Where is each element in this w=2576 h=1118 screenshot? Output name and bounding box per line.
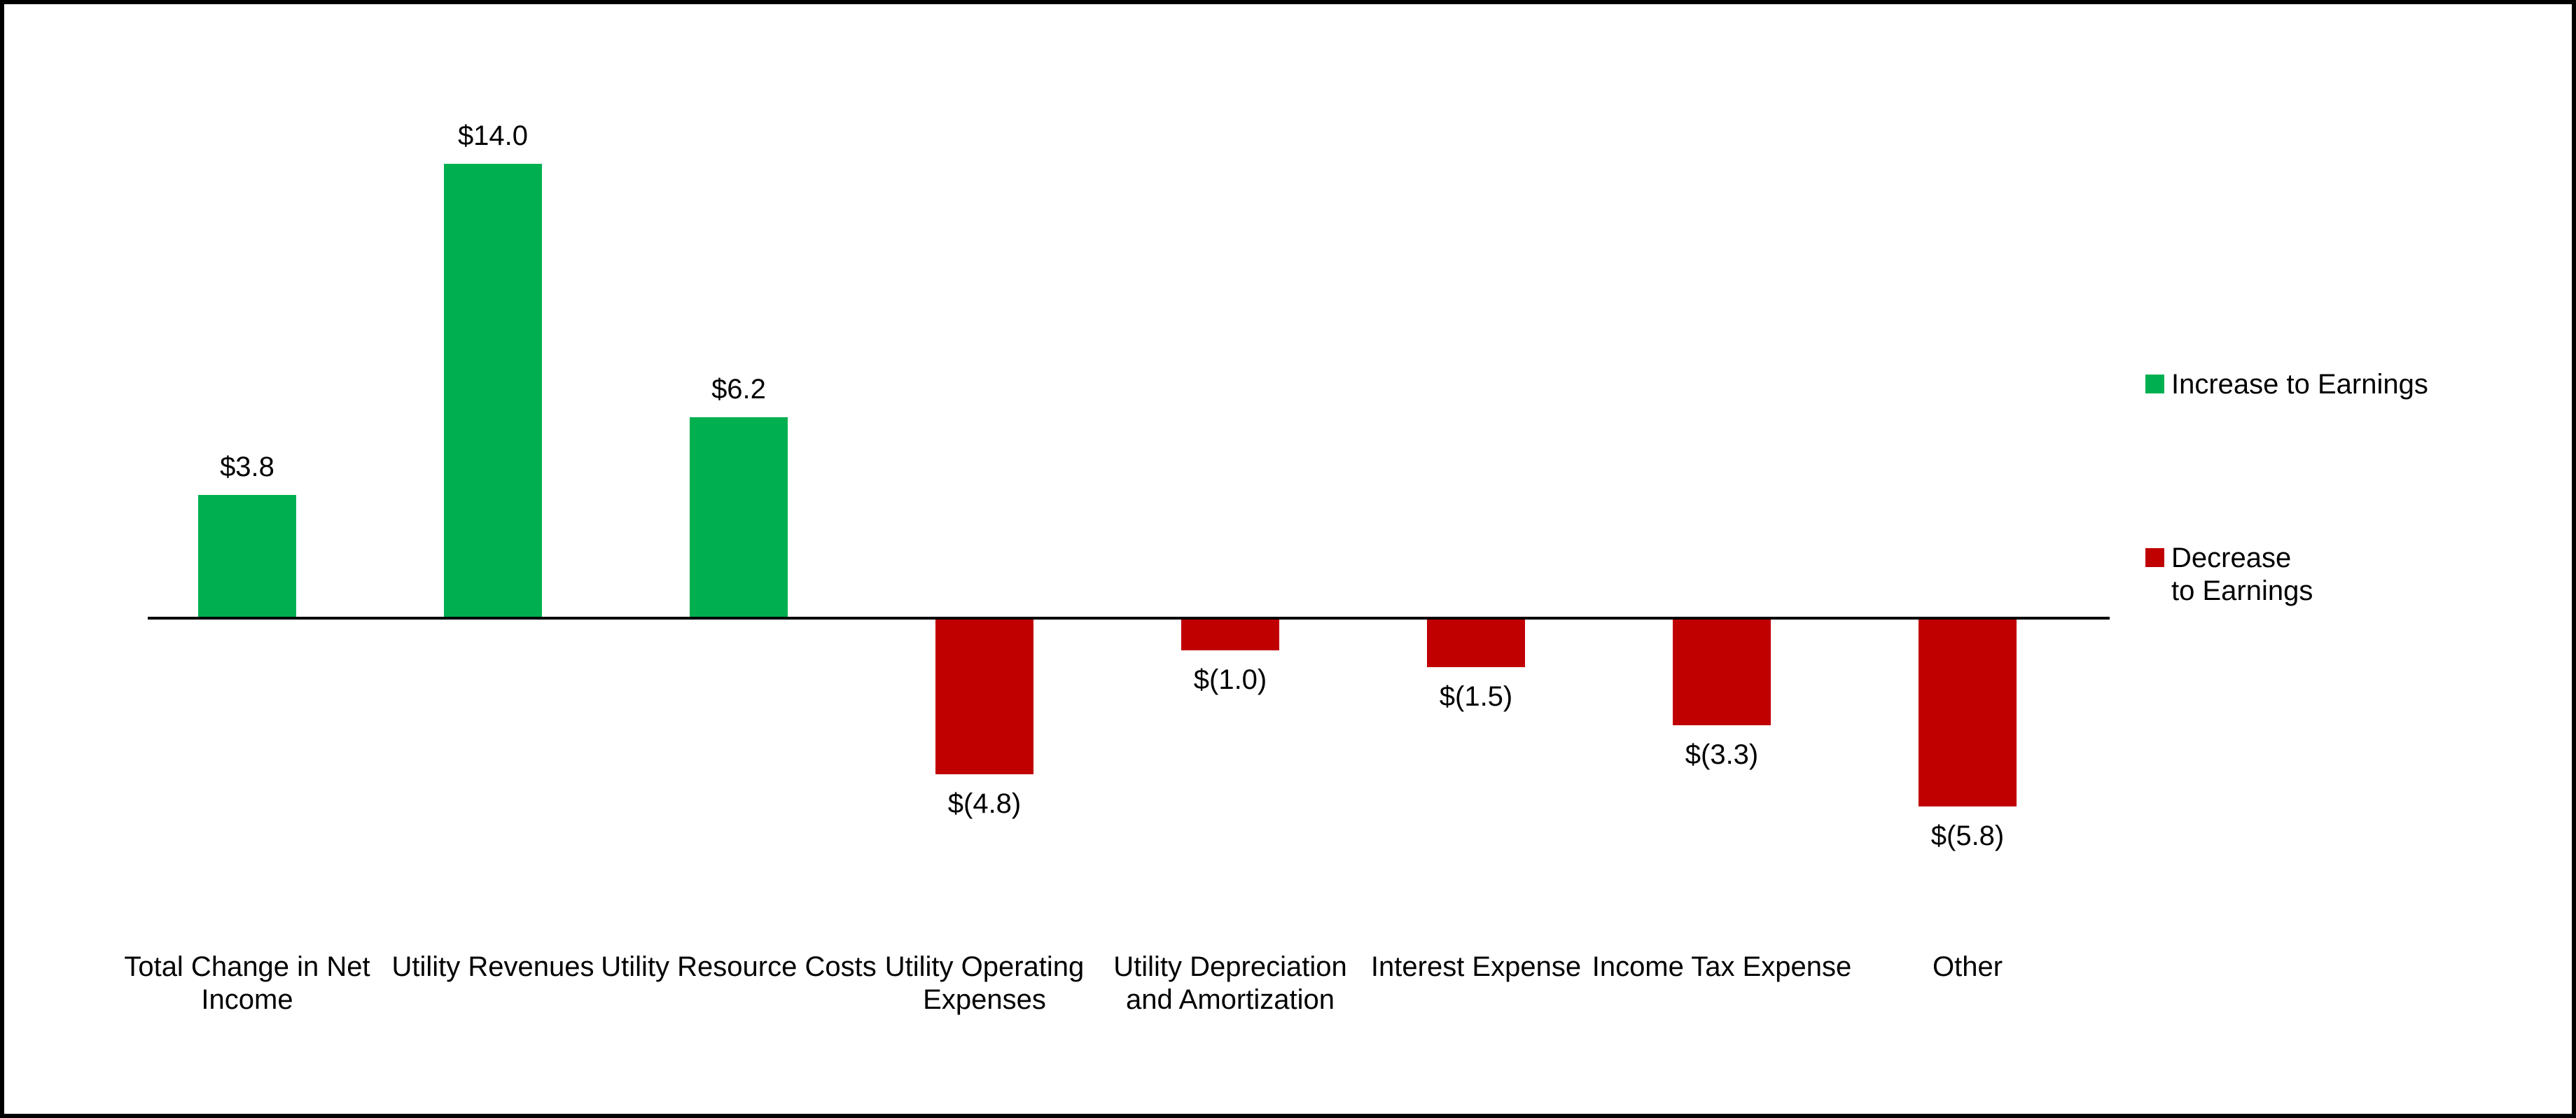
legend-label-decrease: Decrease to Earnings (2171, 543, 2313, 606)
category-label-other: Other (1932, 951, 2003, 982)
decrease-legend-swatch-icon (2145, 548, 2164, 567)
value-label-utility-revenues: $14.0 (457, 120, 529, 151)
value-label-utility-resource-costs: $6.2 (711, 374, 766, 405)
category-label-utility-depreciation-and-amortization: Utility Depreciation and Amortization (1113, 951, 1347, 1015)
plot-area: $3.8 Total Change in Net Income $14.0 Utili… (4, 4, 2572, 1114)
bar-total-change-in-net-income (198, 495, 296, 618)
increase-legend-swatch-icon (2145, 375, 2164, 393)
category-label-income-tax-expense: Income Tax Expense (1592, 951, 1852, 982)
value-label-utility-depreciation-and-amortization: $(1.0) (1193, 664, 1267, 695)
bar-interest-expense (1427, 618, 1525, 667)
value-label-other: $(5.8) (1930, 820, 2005, 851)
legend-item-increase: Increase to Earnings (2145, 368, 2467, 401)
value-label-utility-operating-expenses: $(4.8) (947, 788, 1022, 819)
bar-utility-resource-costs (690, 417, 788, 618)
bar-other (1919, 618, 2017, 806)
value-label-interest-expense: $(1.5) (1439, 681, 1513, 712)
category-label-interest-expense: Interest Expense (1370, 951, 1582, 982)
value-label-total-change-in-net-income: $3.8 (220, 452, 274, 482)
bar-utility-depreciation-and-amortization (1181, 618, 1279, 650)
category-label-total-change-in-net-income: Total Change in Net Income (124, 951, 370, 1015)
bar-utility-operating-expenses (935, 618, 1033, 774)
category-label-utility-revenues: Utility Revenues (391, 951, 594, 982)
category-label-utility-resource-costs: Utility Resource Costs (601, 951, 877, 982)
legend-label-increase: Increase to Earnings (2171, 369, 2428, 400)
x-axis-baseline (148, 617, 2110, 620)
bar-income-tax-expense (1673, 618, 1771, 725)
category-label-utility-operating-expenses: Utility Operating Expenses (884, 951, 1085, 1015)
chart-legend: Increase to Earnings Decrease to Earning… (2145, 4, 2537, 1114)
bar-utility-revenues (444, 164, 542, 618)
value-label-income-tax-expense: $(3.3) (1685, 739, 1759, 770)
legend-item-decrease: Decrease to Earnings (2145, 542, 2313, 608)
